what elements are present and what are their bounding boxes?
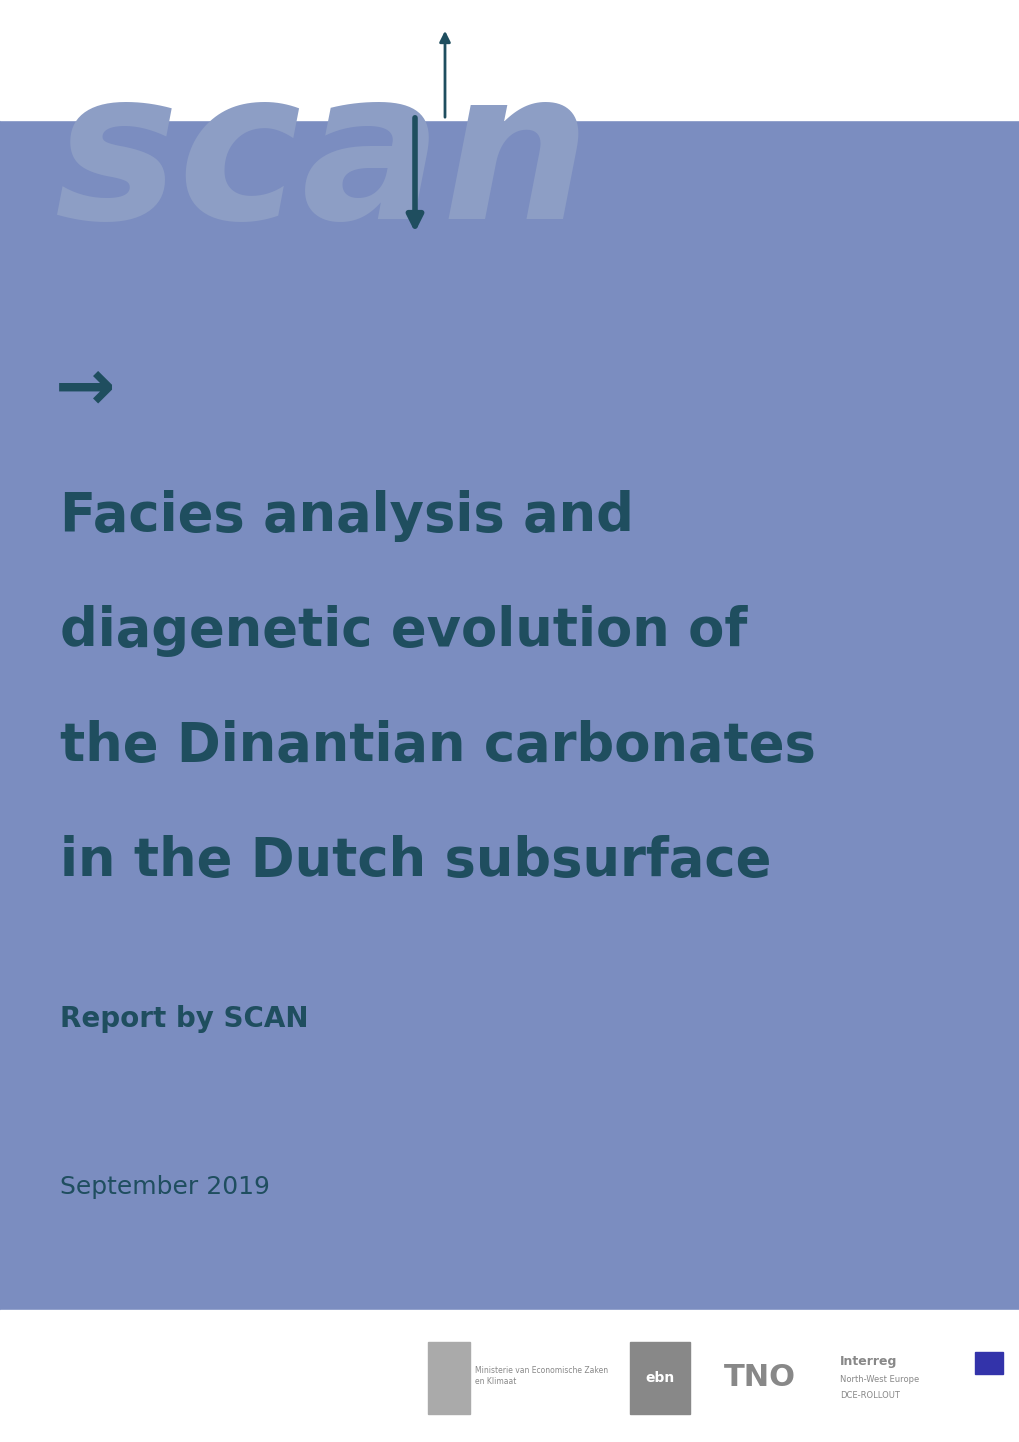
Bar <box>974 1353 1002 1374</box>
Text: Ministerie van Economische Zaken
en Klimaat: Ministerie van Economische Zaken en Klim… <box>475 1366 607 1386</box>
Bar <box>428 1343 470 1415</box>
Text: Facies analysis and: Facies analysis and <box>60 490 633 542</box>
Text: →: → <box>55 356 115 424</box>
Bar <box>0 120 1019 1309</box>
Text: the Dinantian carbonates: the Dinantian carbonates <box>60 720 815 771</box>
Text: diagenetic evolution of: diagenetic evolution of <box>60 606 747 658</box>
Text: ebn: ebn <box>645 1371 674 1384</box>
Text: scan: scan <box>55 61 591 262</box>
Text: September 2019: September 2019 <box>60 1175 270 1198</box>
Text: Interreg: Interreg <box>840 1355 897 1368</box>
Text: TNO: TNO <box>723 1364 795 1393</box>
Text: North-West Europe: North-West Europe <box>840 1374 918 1383</box>
Text: DCE-ROLLOUT: DCE-ROLLOUT <box>840 1390 899 1400</box>
Bar <box>0 1309 1019 1442</box>
Text: Report by SCAN: Report by SCAN <box>60 1005 308 1032</box>
Bar <box>630 1343 689 1415</box>
Bar <box>0 0 1019 120</box>
Text: in the Dutch subsurface: in the Dutch subsurface <box>60 835 770 887</box>
